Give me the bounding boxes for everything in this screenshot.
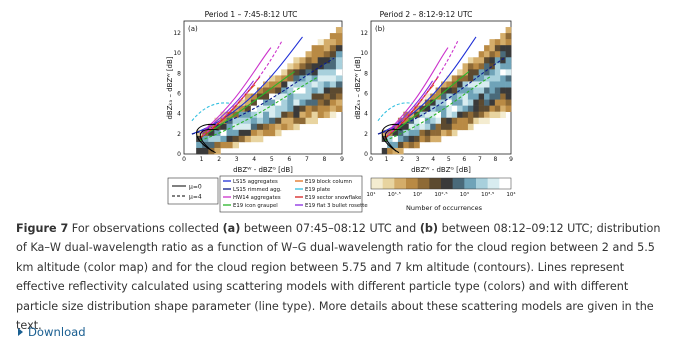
svg-text:9: 9 [509, 156, 513, 163]
legend-mu4-label: μ=4 [189, 194, 202, 201]
colorbar: 10¹ 10¹·⁵ 10² 10²·⁵ 10³ 10³·⁵ 10⁴ [366, 177, 516, 198]
svg-text:8: 8 [323, 156, 327, 163]
svg-text:10⁴: 10⁴ [506, 191, 516, 198]
svg-text:0: 0 [177, 151, 181, 158]
svg-text:6: 6 [287, 156, 291, 163]
svg-text:10³·⁵: 10³·⁵ [481, 191, 494, 198]
legend-models: LS15 aggregates LS15 rimmed agg. HW14 aggr… [219, 175, 368, 213]
svg-text:6: 6 [462, 156, 466, 163]
svg-text:10³: 10³ [460, 191, 469, 198]
svg-text:10²·⁵: 10²·⁵ [434, 191, 447, 198]
svg-text:9: 9 [340, 156, 344, 163]
caption-text-1: For observations collected [68, 222, 223, 235]
svg-text:4: 4 [364, 111, 368, 118]
panel-a-label: (a) [188, 25, 198, 33]
svg-text:2: 2 [364, 131, 368, 138]
svg-text:E19 icon graupel: E19 icon graupel [233, 203, 278, 209]
panel-b-xlabel: dBZᵂ - dBZᴳ [dB] [411, 166, 471, 174]
svg-text:3: 3 [416, 156, 420, 163]
figure-svg: Period 1 – 7:45-8:12 UTC (a) 0 1 2 3 4 5 6 7 8 90… [166, 10, 516, 213]
svg-text:10: 10 [173, 50, 181, 57]
panel-a: Period 1 – 7:45-8:12 UTC (a) 0 1 2 3 4 5 6 7 8 90… [173, 10, 344, 163]
svg-text:6: 6 [364, 91, 368, 98]
caption-panel-b: (b) [419, 222, 439, 235]
svg-text:1: 1 [385, 156, 389, 163]
svg-text:5: 5 [270, 156, 274, 163]
download-link[interactable]: Download [18, 325, 86, 339]
svg-text:0: 0 [369, 156, 373, 163]
svg-text:12: 12 [173, 30, 181, 37]
legend-mu: μ=0 μ=4 [167, 177, 219, 205]
svg-text:5: 5 [447, 156, 451, 163]
svg-text:LS15 rimmed agg.: LS15 rimmed agg. [233, 187, 282, 193]
svg-text:6: 6 [177, 91, 181, 98]
expand-triangle-icon [18, 328, 23, 336]
caption-text-2: between 07:45–08:12 UTC and [240, 222, 420, 235]
svg-text:10¹·⁵: 10¹·⁵ [388, 191, 401, 198]
panel-b: Period 2 – 8:12-9:12 UTC (b) 0 1 2 3 4 5 6 7 8 90… [360, 10, 513, 163]
svg-text:4: 4 [177, 111, 181, 118]
svg-text:8: 8 [177, 70, 181, 77]
panel-a-title: Period 1 – 7:45-8:12 UTC [205, 10, 298, 19]
svg-text:E19 sector snowflake: E19 sector snowflake [305, 195, 361, 201]
svg-text:2: 2 [400, 156, 404, 163]
figure-caption: Figure 7 For observations collected (a) … [16, 219, 666, 335]
svg-text:E19 block column: E19 block column [305, 179, 352, 185]
panel-a-ylabel: dBZₖₐ – dBZᵂ [dB] [166, 56, 174, 119]
svg-text:12: 12 [360, 30, 368, 37]
panel-b-ylabel: dBZₖₐ – dBZᵂ [dB] [354, 56, 362, 119]
svg-text:4: 4 [431, 156, 435, 163]
svg-text:2: 2 [177, 131, 181, 138]
panel-a-xlabel: dBZᵂ - dBZᴳ [dB] [233, 166, 293, 174]
panel-b-model-lines [377, 36, 505, 154]
svg-text:3: 3 [235, 156, 239, 163]
panel-b-title: Period 2 – 8:12-9:12 UTC [380, 10, 473, 19]
svg-text:7: 7 [305, 156, 309, 163]
download-label: Download [28, 325, 86, 339]
svg-text:10²: 10² [413, 191, 422, 198]
colorbar-label: Number of occurrences [406, 204, 483, 212]
svg-text:8: 8 [494, 156, 498, 163]
panel-a-model-lines [191, 36, 335, 154]
svg-text:E19 plate: E19 plate [305, 187, 330, 193]
svg-text:0: 0 [364, 151, 368, 158]
svg-text:4: 4 [252, 156, 256, 163]
svg-text:LS15 aggregates: LS15 aggregates [233, 179, 278, 185]
svg-text:HW14 aggregates: HW14 aggregates [233, 195, 281, 201]
svg-text:E19 flat 3 bullet rosette: E19 flat 3 bullet rosette [305, 203, 368, 209]
legend-mu0-label: μ=0 [189, 184, 202, 191]
svg-text:0: 0 [182, 156, 186, 163]
svg-text:10¹: 10¹ [366, 191, 375, 198]
caption-figure-label: Figure 7 [16, 222, 69, 235]
svg-text:7: 7 [478, 156, 482, 163]
svg-text:8: 8 [364, 70, 368, 77]
panel-b-label: (b) [375, 25, 385, 33]
caption-panel-a: (a) [222, 222, 241, 235]
caption-text-3: between 08:12–09:12 UTC; distribution of… [16, 222, 661, 333]
svg-text:10: 10 [360, 50, 368, 57]
svg-text:2: 2 [217, 156, 221, 163]
svg-text:1: 1 [200, 156, 204, 163]
